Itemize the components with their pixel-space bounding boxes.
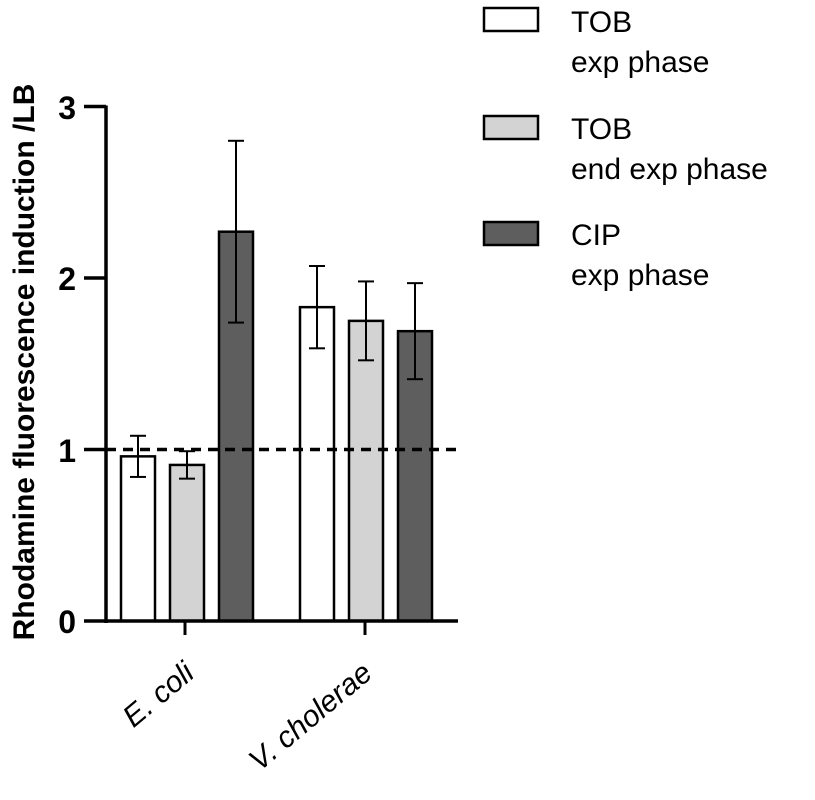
legend-label-tob-end-exp: TOB (571, 113, 632, 146)
legend-label-cip-exp: CIP (571, 219, 621, 252)
legend: TOB exp phase TOB end exp phase CIP exp … (482, 6, 768, 292)
y-tick-label-1: 1 (58, 433, 76, 469)
bar-series1-1 (347, 319, 385, 623)
legend-sublabel-cip-exp: exp phase (571, 259, 709, 292)
legend-swatch-tob-exp (482, 6, 540, 33)
y-tick-label-3: 3 (58, 90, 76, 126)
legend-swatch-tob-end-exp (482, 114, 540, 141)
bar-series0-0 (119, 455, 157, 623)
x-category-label-v-cholerae: V. cholerae (243, 656, 379, 777)
legend-sublabel-tob-end-exp: end exp phase (571, 153, 768, 186)
y-axis-label: Rhodamine fluorescence induction /LB (8, 84, 41, 641)
legend-sublabel-tob-exp: exp phase (571, 46, 709, 79)
x-category-label-e-coli: E. coli (117, 655, 202, 734)
bar-series1-0 (168, 463, 206, 623)
y-tick-labels: 0 1 2 3 (58, 90, 76, 640)
y-tick-label-2: 2 (58, 261, 76, 297)
chart-marks (84, 104, 458, 635)
y-tick-label-0: 0 (58, 604, 76, 640)
legend-swatch-cip-exp (482, 220, 540, 247)
bar-series0-1 (298, 305, 336, 623)
legend-label-tob-exp: TOB (571, 6, 632, 39)
